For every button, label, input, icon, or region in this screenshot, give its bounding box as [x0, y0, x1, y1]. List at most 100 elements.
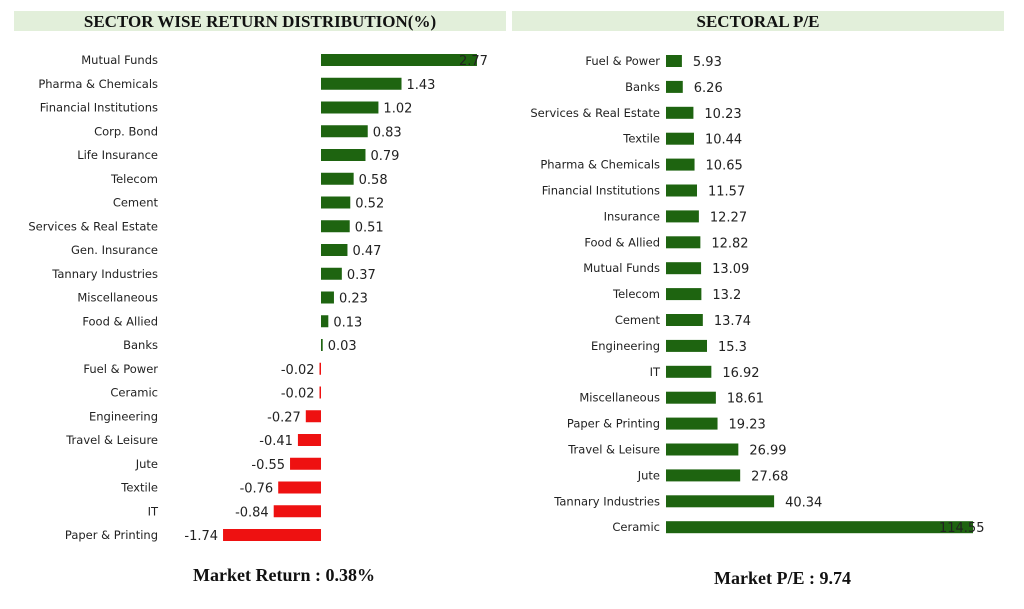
bar: [321, 267, 342, 280]
bar: [321, 125, 368, 138]
value-label: -0.27: [267, 410, 301, 425]
category-label: Miscellaneous: [579, 391, 660, 405]
value-label: 19.23: [729, 418, 766, 433]
value-label: 15.3: [718, 340, 747, 355]
value-label: 0.13: [333, 315, 362, 330]
category-label: Tannary Industries: [553, 494, 660, 508]
category-label: Travel & Leisure: [65, 433, 158, 447]
pe-chart-title: SECTORAL P/E: [512, 11, 1004, 31]
value-label: 1.02: [383, 102, 412, 117]
category-label: Fuel & Power: [83, 362, 158, 376]
bar: [666, 521, 973, 534]
category-label: Travel & Leisure: [567, 443, 660, 457]
category-label: Financial Institutions: [542, 184, 660, 198]
value-label: 0.51: [355, 220, 384, 235]
value-label: 12.82: [711, 236, 748, 251]
category-label: Textile: [120, 481, 158, 495]
bar: [666, 365, 712, 378]
bar: [290, 457, 321, 470]
bar: [666, 443, 739, 456]
bar: [319, 362, 321, 375]
market-return-summary: Market Return : 0.38%: [193, 565, 375, 585]
bar: [666, 469, 741, 482]
value-label: 0.83: [373, 125, 402, 140]
value-label: 27.68: [751, 469, 788, 484]
sectoral-pe-chart: Fuel & Power 5.93 Banks 6.26 Services & Real…: [530, 54, 984, 536]
value-label: -0.41: [259, 434, 293, 449]
value-label: 40.34: [785, 495, 822, 510]
category-label: Jute: [135, 457, 158, 471]
bar: [666, 106, 694, 119]
value-label: 114.55: [939, 521, 985, 536]
bar: [666, 314, 703, 326]
category-label: Engineering: [89, 409, 158, 423]
value-label: -0.76: [240, 482, 274, 497]
return-chart-title: SECTOR WISE RETURN DISTRIBUTION(%): [14, 11, 506, 31]
category-label: Banks: [123, 338, 158, 352]
value-label: -0.02: [281, 387, 315, 402]
value-label: 5.93: [693, 55, 722, 70]
category-label: Engineering: [591, 339, 660, 353]
category-label: Cement: [113, 196, 159, 210]
bar: [321, 196, 351, 209]
category-label: Ceramic: [110, 386, 158, 400]
category-label: Food & Allied: [82, 314, 158, 328]
value-label: 0.23: [339, 292, 368, 307]
bar: [666, 236, 701, 249]
bar: [666, 158, 695, 171]
category-label: Telecom: [612, 287, 660, 301]
category-label: Paper & Printing: [65, 528, 158, 542]
category-label: Mutual Funds: [583, 261, 660, 275]
value-label: 0.52: [355, 197, 384, 212]
bar: [273, 505, 321, 518]
category-label: Life Insurance: [77, 148, 158, 162]
value-label: 0.79: [370, 149, 399, 164]
category-label: Cement: [615, 313, 661, 327]
category-label: Banks: [625, 80, 660, 94]
bar: [666, 184, 698, 197]
bar: [666, 495, 775, 508]
value-label: 0.58: [359, 173, 388, 188]
category-label: Services & Real Estate: [28, 219, 158, 233]
value-label: 13.09: [712, 262, 749, 277]
bar: [321, 339, 323, 351]
category-label: Services & Real Estate: [530, 106, 660, 120]
category-label: Telecom: [110, 172, 158, 186]
bar: [666, 417, 718, 430]
category-label: Fuel & Power: [585, 54, 660, 68]
value-label: -0.02: [281, 363, 315, 378]
value-label: -0.55: [251, 458, 285, 473]
bar: [305, 410, 321, 423]
bar: [319, 386, 321, 399]
bar: [666, 262, 702, 275]
bar: [321, 291, 334, 304]
category-label: Mutual Funds: [81, 53, 158, 67]
value-label: 10.65: [706, 159, 743, 174]
bar: [666, 80, 683, 93]
category-label: Miscellaneous: [77, 291, 158, 305]
bar: [278, 481, 321, 494]
category-label: Food & Allied: [584, 235, 660, 249]
bar: [321, 101, 379, 114]
category-label: Gen. Insurance: [71, 243, 158, 257]
bar: [666, 391, 716, 404]
bar: [297, 434, 321, 446]
category-label: Textile: [622, 132, 660, 146]
category-label: Jute: [637, 468, 660, 482]
category-label: Insurance: [604, 209, 660, 223]
category-label: Ceramic: [612, 520, 660, 534]
bar: [666, 339, 708, 352]
value-label: 26.99: [749, 444, 786, 459]
market-pe-summary: Market P/E : 9.74: [714, 568, 851, 588]
bar: [666, 132, 694, 145]
category-label: Pharma & Chemicals: [540, 158, 660, 172]
value-label: 2.77: [459, 54, 488, 69]
value-label: 0.37: [347, 268, 376, 283]
value-label: 11.57: [708, 185, 745, 200]
value-label: 10.23: [704, 107, 741, 122]
value-label: 6.26: [694, 81, 723, 96]
value-label: 13.74: [714, 314, 751, 329]
bar: [321, 244, 348, 256]
value-label: 10.44: [705, 133, 742, 148]
